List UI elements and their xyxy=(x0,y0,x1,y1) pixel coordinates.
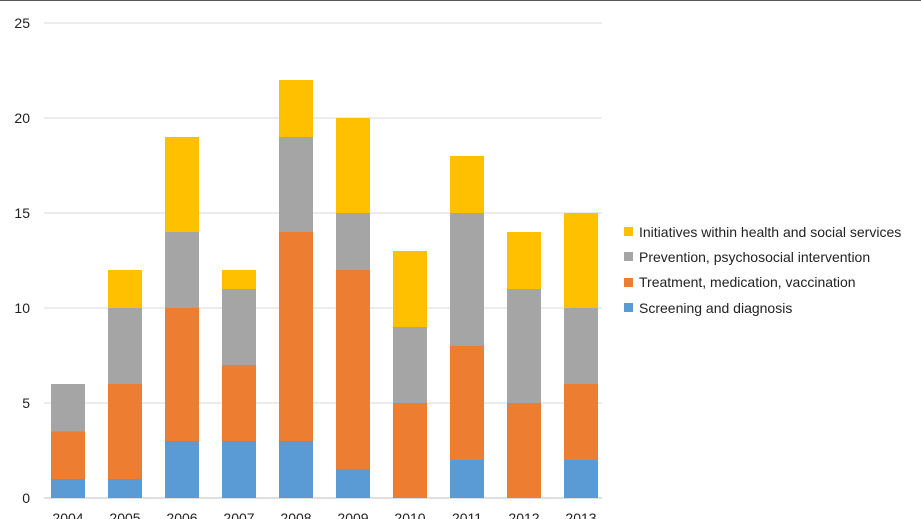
y-tick-label: 20 xyxy=(14,110,30,126)
y-tick-label: 15 xyxy=(14,205,30,221)
bar-segment xyxy=(51,479,85,498)
legend-swatch xyxy=(624,277,633,287)
bar-segment xyxy=(51,384,85,432)
bar-segment xyxy=(165,308,199,441)
bar-segment xyxy=(222,270,256,289)
bar-segment xyxy=(507,403,541,498)
bar-segment xyxy=(507,289,541,403)
bar-segment xyxy=(393,251,427,327)
x-tick-label: 2009 xyxy=(337,510,368,519)
bar-segment xyxy=(450,213,484,346)
bar-segment xyxy=(108,384,142,479)
bar-segment xyxy=(279,137,313,232)
y-tick-label: 5 xyxy=(22,395,30,411)
bar-segment xyxy=(564,213,598,308)
x-tick-label: 2008 xyxy=(280,510,311,519)
y-axis-tick-labels: 0 5 10 15 20 25 xyxy=(14,15,30,506)
x-tick-label: 2005 xyxy=(109,510,140,519)
bar-segment xyxy=(222,441,256,498)
legend-label: Treatment, medication, vaccination xyxy=(639,274,856,291)
x-tick-label: 2011 xyxy=(452,510,482,519)
bar-segment xyxy=(336,213,370,270)
x-tick-label: 2013 xyxy=(565,510,596,519)
bar-segment xyxy=(108,270,142,308)
legend-swatch xyxy=(624,303,633,313)
y-tick-label: 0 xyxy=(22,490,30,506)
bar-segment xyxy=(51,431,85,479)
legend-swatch xyxy=(624,227,633,237)
bar-segment xyxy=(450,346,484,460)
bar-segment xyxy=(507,232,541,289)
x-tick-label: 2004 xyxy=(52,510,83,519)
legend-label: Prevention, psychosocial intervention xyxy=(639,248,871,265)
legend-swatch xyxy=(624,252,633,262)
legend-label: Initiatives within health and social ser… xyxy=(639,223,902,240)
bar-segment xyxy=(450,460,484,498)
x-axis-tick-labels: 2004 2005 2006 2007 2008 2009 2010 2011 2012 2013 xyxy=(52,510,596,519)
bar-segment xyxy=(165,441,199,498)
y-tick-label: 25 xyxy=(14,15,30,31)
x-tick-label: 2010 xyxy=(394,510,425,519)
y-tick-label: 10 xyxy=(14,300,30,316)
bar-segment xyxy=(393,327,427,403)
bar-segment xyxy=(222,289,256,365)
top-border xyxy=(0,0,921,1)
bar-segment xyxy=(564,384,598,460)
legend-item: Screening and diagnosis xyxy=(624,295,901,320)
legend: Initiatives within health and social ser… xyxy=(624,219,901,320)
bar-segment xyxy=(279,80,313,137)
bar-segment xyxy=(108,479,142,498)
bar-segment xyxy=(450,156,484,213)
bar-segment xyxy=(336,118,370,213)
bar-segment xyxy=(393,403,427,498)
legend-item: Treatment, medication, vaccination xyxy=(624,270,901,295)
x-tick-label: 2006 xyxy=(166,510,197,519)
bar-segment xyxy=(165,137,199,232)
legend-item: Prevention, psychosocial intervention xyxy=(624,244,901,269)
bar-segment xyxy=(564,308,598,384)
bar-segment xyxy=(336,270,370,470)
bar-segment xyxy=(108,308,142,384)
bar-segment xyxy=(165,232,199,308)
bars xyxy=(51,80,598,498)
bar-segment xyxy=(564,460,598,498)
bar-segment xyxy=(222,365,256,441)
bar-segment xyxy=(279,441,313,498)
x-tick-label: 2012 xyxy=(508,510,539,519)
legend-label: Screening and diagnosis xyxy=(639,299,793,316)
bar-segment xyxy=(336,469,370,498)
x-tick-label: 2007 xyxy=(223,510,254,519)
legend-item: Initiatives within health and social ser… xyxy=(624,219,901,244)
bar-segment xyxy=(279,232,313,441)
